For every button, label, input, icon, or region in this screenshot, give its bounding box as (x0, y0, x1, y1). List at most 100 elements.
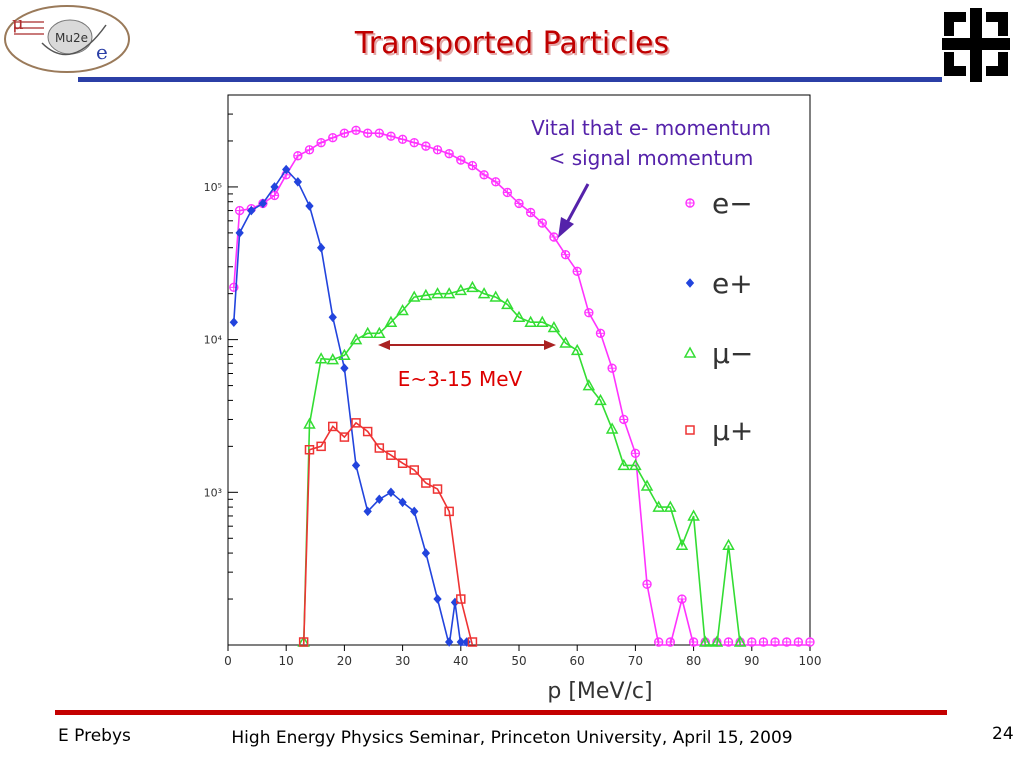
data-point (304, 444, 315, 455)
data-point (421, 141, 431, 151)
series-triangle (297, 280, 747, 647)
data-point (410, 506, 419, 517)
data-point (304, 145, 315, 155)
data-point (502, 187, 513, 198)
data-point (349, 333, 363, 345)
data-point (396, 304, 409, 316)
data-point (433, 594, 442, 604)
annotation-note-line2: < signal momentum (549, 146, 754, 170)
data-point (685, 278, 695, 288)
data-point (805, 637, 815, 647)
data-point (338, 348, 351, 361)
data-point (373, 326, 386, 339)
data-point (560, 249, 571, 260)
data-point (683, 346, 697, 358)
data-point (793, 637, 804, 647)
data-point (328, 133, 338, 143)
data-point (444, 637, 454, 647)
data-point (362, 128, 373, 138)
fermilab-logo-icon (942, 8, 1010, 82)
x-tick-label: 50 (511, 654, 526, 668)
data-point (305, 201, 314, 211)
footer-rule (55, 710, 947, 715)
data-point (722, 538, 735, 551)
data-point (419, 288, 433, 301)
data-point (432, 484, 443, 494)
data-point (269, 190, 280, 201)
data-point (351, 460, 361, 471)
data-point (640, 479, 654, 491)
x-tick-label: 70 (628, 654, 643, 668)
title-underline (78, 77, 942, 82)
mu-beam-icon (14, 21, 44, 35)
data-point (328, 421, 338, 432)
data-point (340, 363, 349, 373)
data-point (386, 487, 396, 498)
data-point (407, 290, 421, 302)
x-tick-label: 20 (337, 654, 352, 668)
data-point (456, 155, 466, 165)
logo-mu2e-text: Mu2e (55, 31, 88, 45)
data-point (675, 538, 689, 551)
logo-e-symbol: e (96, 40, 108, 64)
data-point (282, 164, 291, 175)
range-arrow-icon (378, 340, 556, 350)
data-point (536, 315, 549, 327)
data-point (758, 637, 769, 647)
data-point (698, 635, 712, 647)
data-point (570, 343, 584, 356)
data-point (270, 182, 279, 192)
series-diamond (229, 164, 471, 647)
data-point (431, 287, 444, 299)
data-point (514, 198, 524, 209)
data-point (421, 478, 431, 488)
y-tick-label: 10⁴ (204, 334, 223, 347)
data-point (479, 170, 489, 180)
data-point (456, 637, 465, 647)
data-point (293, 177, 303, 187)
data-point (374, 128, 385, 138)
data-point (328, 312, 337, 323)
data-point (619, 414, 629, 425)
data-point (444, 506, 454, 517)
data-point (685, 198, 695, 208)
data-point (363, 506, 372, 517)
footer-event: High Energy Physics Seminar, Princeton U… (231, 728, 793, 748)
data-point (733, 635, 747, 647)
data-point (525, 207, 536, 218)
data-point (559, 336, 572, 348)
annotation-arrow-icon (558, 183, 590, 238)
data-point (665, 637, 676, 647)
data-point (710, 635, 724, 647)
data-point (442, 287, 456, 299)
data-point (629, 458, 642, 471)
data-point (409, 465, 419, 475)
data-point (303, 417, 316, 429)
data-point (524, 315, 537, 327)
data-point (398, 497, 407, 508)
data-point (688, 637, 699, 647)
data-point (770, 637, 780, 647)
data-point (467, 160, 478, 171)
data-point (397, 458, 408, 468)
logo-mu-symbol: μ (12, 13, 24, 34)
series-layer (229, 125, 815, 647)
data-point (489, 290, 502, 302)
data-point (234, 205, 245, 216)
data-point (293, 151, 303, 161)
axis-ticks: 0 10 20 30 40 50 60 70 80 90 100 10³ 10⁴ 10⁵ (204, 94, 821, 668)
data-point (374, 443, 385, 453)
legend: e− e+ μ− μ+ (683, 187, 753, 447)
series-circle-cross (229, 125, 815, 647)
data-point (687, 509, 700, 521)
x-axis-label: p [MeV/c] (547, 679, 652, 704)
page-number: 24 (992, 724, 1014, 744)
data-point (326, 353, 340, 365)
plot-frame (227, 94, 811, 646)
y-tick-label: 10³ (204, 486, 222, 499)
mu2e-logo: μ Mu2e e (4, 5, 130, 73)
range-label: E~3-15 MeV (398, 367, 523, 391)
data-point (386, 450, 396, 460)
legend-label: e+ (712, 267, 753, 300)
y-tick-label: 10⁵ (204, 181, 222, 194)
